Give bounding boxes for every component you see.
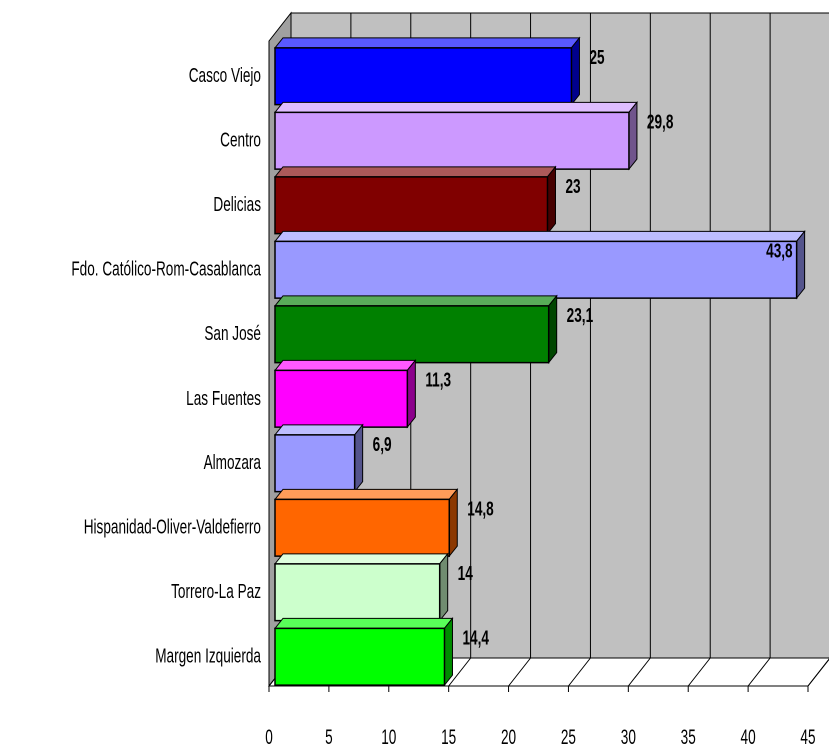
bar-6 (273, 423, 364, 494)
floor-gridline (747, 657, 771, 687)
bar-top-face (273, 488, 459, 500)
floor-gridline (687, 657, 711, 687)
bar-9 (273, 616, 454, 687)
floor-gridline (448, 657, 472, 687)
bar-front-face (274, 563, 441, 622)
x-axis-ticks: 0 5 10 15 20 25 30 35 40 45 (265, 686, 816, 749)
bar-2 (273, 165, 557, 236)
bar-front-face (274, 369, 409, 428)
bar-side-face (439, 552, 449, 623)
bar-front-face (274, 111, 630, 170)
bar-8 (273, 552, 449, 623)
bar-0 (273, 36, 581, 107)
bar-side-face (443, 616, 453, 687)
data-label: 43,8 (766, 239, 793, 263)
bar-4 (273, 294, 558, 365)
bar-top-face (273, 101, 638, 113)
bar-front-face (274, 47, 573, 106)
category-labels: Casco Viejo Centro Delicias Fdo. Católico-R… (71, 63, 261, 667)
bar-side-face (796, 229, 806, 300)
data-label: 23 (565, 174, 580, 198)
bars (273, 36, 806, 687)
bar-7 (273, 487, 459, 558)
bar-top-face (273, 553, 449, 565)
bar-top-face (273, 359, 417, 371)
category-label: Las Fuentes (186, 386, 261, 410)
x-tick-label: 0 (265, 725, 273, 749)
bar-side-face (548, 294, 558, 365)
bar-front-face (274, 305, 550, 364)
bar-front-face (274, 627, 446, 686)
x-tick-label: 10 (381, 725, 396, 749)
category-label: San José (204, 321, 261, 345)
data-label: 25 (589, 45, 604, 69)
category-label: Delicias (213, 192, 261, 216)
bar-3 (273, 229, 806, 300)
category-label: Centro (220, 128, 261, 152)
category-label: Hispanidad-Oliver-Valdefierro (84, 515, 261, 539)
x-tick-label: 45 (800, 725, 815, 749)
bar-5 (273, 358, 417, 429)
x-tick-label: 35 (681, 725, 696, 749)
x-tick-label: 15 (441, 725, 456, 749)
category-label: Casco Viejo (189, 63, 261, 87)
data-labels: 25 29,8 23 43,8 23,1 11,3 6,9 14,8 14 14,4 (373, 45, 793, 649)
bar-top-face (273, 617, 454, 629)
bar-front-face (274, 434, 356, 493)
bar-top-face (273, 295, 558, 307)
bar-side-face (546, 165, 556, 236)
data-label: 14 (458, 561, 473, 585)
bar-top-face (273, 230, 806, 242)
data-label: 11,3 (425, 368, 451, 392)
bar-top-face (273, 166, 557, 178)
bar-top-face (273, 37, 581, 49)
x-tick-label: 25 (561, 725, 576, 749)
category-label: Margen Izquierda (155, 644, 261, 668)
floor-gridline (627, 657, 651, 687)
floor-gridline (568, 657, 591, 687)
x-tick-label: 30 (621, 725, 636, 749)
bar-side-face (628, 100, 638, 171)
bar-front-face (274, 176, 549, 235)
data-label: 23,1 (567, 303, 594, 327)
floor-gridline (508, 657, 531, 687)
bar-side-face (570, 36, 580, 107)
floor-gridline (807, 658, 829, 687)
category-label: Torrero-La Paz (171, 579, 261, 603)
x-tick-label: 40 (741, 725, 756, 749)
x-tick-label: 5 (325, 725, 333, 749)
category-label: Almozara (204, 450, 262, 474)
bar-side-face (448, 487, 458, 558)
x-tick-label: 20 (501, 725, 516, 749)
bar-front-face (274, 240, 798, 299)
category-label: Fdo. Católico-Rom-Casablanca (71, 257, 261, 281)
data-label: 14,4 (462, 626, 489, 650)
bar-1 (273, 100, 638, 171)
bar-front-face (274, 498, 451, 557)
data-label: 29,8 (647, 110, 674, 134)
data-label: 14,8 (467, 497, 494, 521)
bar-side-face (406, 358, 416, 429)
bar-top-face (273, 424, 364, 436)
data-label: 6,9 (373, 432, 392, 456)
bar-side-face (354, 423, 364, 494)
